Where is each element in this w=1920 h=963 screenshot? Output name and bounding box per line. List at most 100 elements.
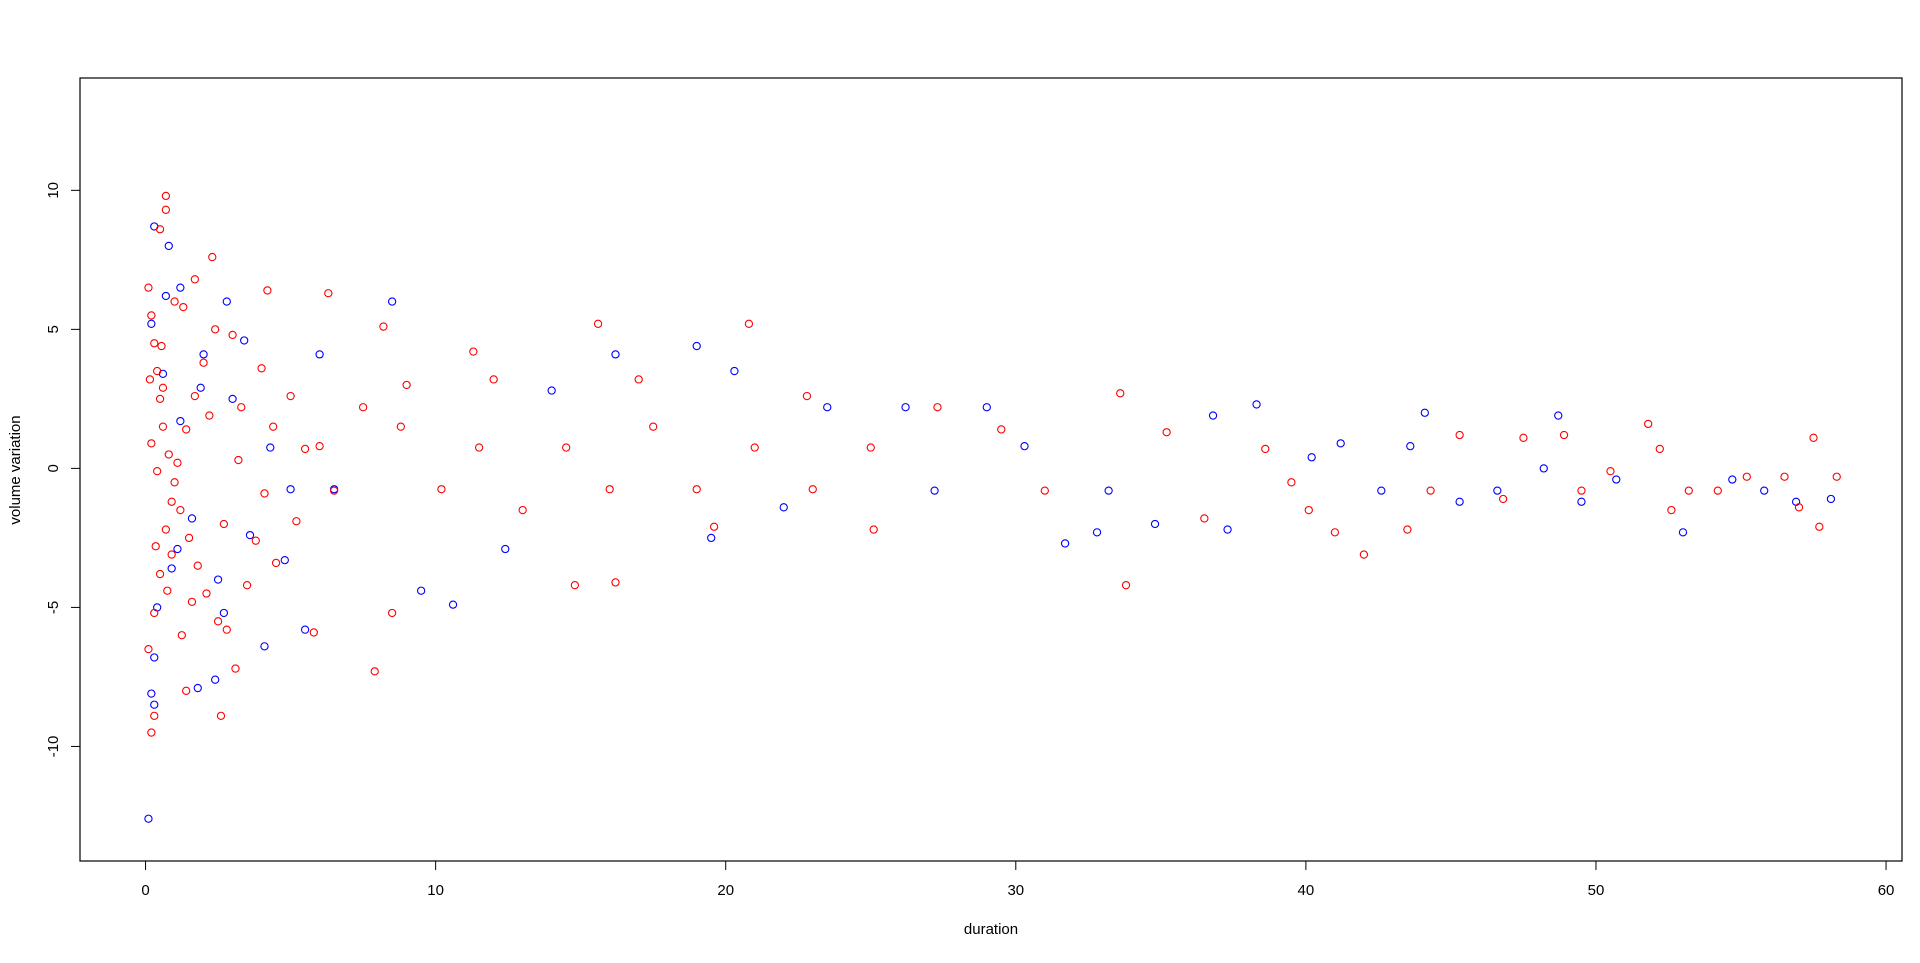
point: [379, 322, 388, 331]
point: [730, 366, 739, 376]
point: [1493, 486, 1502, 495]
point: [161, 191, 171, 201]
point: [448, 600, 458, 609]
point: [222, 625, 231, 634]
x-axis-label: duration: [964, 921, 1018, 938]
point: [1760, 486, 1769, 495]
point: [1307, 453, 1316, 462]
point: [150, 653, 159, 662]
point: [144, 814, 153, 823]
point: [1728, 475, 1737, 484]
point: [1162, 428, 1171, 437]
point: [324, 289, 333, 298]
y-axis-label: volume variation: [7, 415, 24, 524]
y-tick-label: 10: [45, 182, 62, 199]
point: [930, 486, 939, 495]
point: [562, 443, 571, 452]
point: [1287, 478, 1296, 487]
point: [692, 341, 701, 351]
point: [329, 486, 339, 495]
x-tick-label: 10: [427, 882, 444, 899]
point: [1644, 419, 1653, 429]
point: [570, 581, 580, 590]
point: [402, 380, 411, 390]
point: [286, 485, 295, 494]
point: [179, 302, 188, 312]
point: [150, 339, 159, 348]
x-tick-label: 30: [1007, 882, 1024, 899]
point: [164, 450, 173, 459]
point: [1577, 486, 1586, 495]
point: [387, 297, 397, 306]
point: [1455, 497, 1464, 506]
point: [269, 422, 278, 431]
point: [144, 283, 153, 292]
point: [144, 644, 153, 654]
point: [1498, 494, 1508, 504]
point: [1539, 464, 1548, 473]
point: [170, 297, 179, 306]
point: [228, 330, 237, 340]
point: [167, 564, 176, 573]
point: [237, 403, 246, 412]
point: [707, 533, 716, 543]
point: [1577, 497, 1586, 506]
point: [1678, 528, 1688, 537]
point: [1377, 486, 1386, 495]
point: [222, 297, 231, 306]
point: [1403, 525, 1412, 534]
point: [1420, 408, 1429, 417]
point: [170, 478, 179, 487]
point: [1794, 503, 1804, 512]
point: [213, 617, 223, 626]
point: [387, 608, 397, 618]
point: [150, 700, 159, 709]
point: [1426, 486, 1435, 495]
point: [1092, 528, 1102, 537]
point: [501, 544, 510, 554]
point: [145, 375, 155, 384]
point: [199, 350, 208, 359]
point: [1116, 389, 1125, 398]
point: [176, 505, 185, 515]
point: [869, 525, 878, 534]
plot-frame: [79, 77, 1903, 862]
point: [437, 485, 446, 494]
point: [866, 443, 875, 452]
point: [280, 555, 289, 565]
point: [187, 514, 197, 523]
point: [309, 628, 318, 637]
y-tick-label: -10: [45, 736, 62, 758]
point: [1406, 441, 1415, 451]
point: [1832, 472, 1841, 481]
point: [300, 444, 310, 454]
y-tick-label: 5: [45, 325, 62, 333]
point: [271, 558, 281, 568]
point: [469, 347, 478, 356]
point: [358, 403, 368, 412]
point: [802, 391, 812, 401]
point: [161, 205, 171, 214]
point: [147, 728, 156, 737]
point: [605, 485, 614, 494]
point: [1261, 444, 1270, 454]
point: [158, 383, 168, 392]
point: [709, 522, 719, 531]
point: [147, 311, 156, 320]
point: [263, 286, 272, 295]
point: [176, 416, 185, 426]
y-tick-label: -5: [45, 601, 62, 614]
point: [260, 642, 269, 651]
point: [231, 664, 240, 673]
point: [1455, 430, 1464, 440]
point: [692, 485, 701, 494]
point: [219, 519, 229, 529]
point: [808, 485, 817, 494]
point: [1815, 522, 1824, 531]
point: [150, 608, 159, 618]
point: [251, 536, 260, 545]
point: [779, 503, 788, 512]
point: [245, 530, 255, 540]
